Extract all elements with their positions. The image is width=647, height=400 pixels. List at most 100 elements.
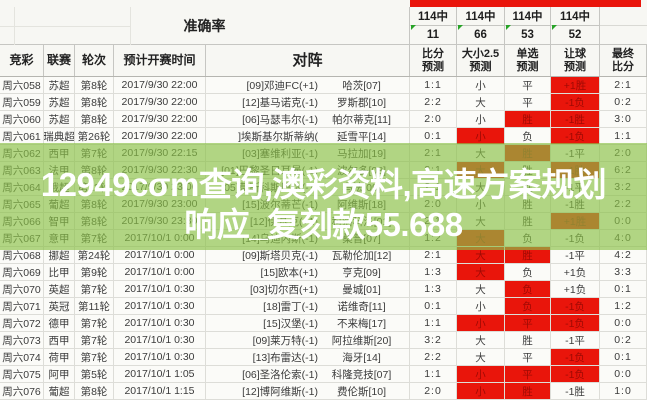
cell-score-pred[interactable]: 1:1 xyxy=(410,315,457,331)
cell-round[interactable]: 第8轮 xyxy=(75,77,114,93)
col-header-final-score[interactable]: 最终 比分 xyxy=(600,45,647,76)
cell-matchup[interactable]: [03]切尔西(+1) 曼城[01] xyxy=(206,281,410,297)
cell-time[interactable]: 2017/10/1 1:15 xyxy=(114,383,206,399)
cell-jingcai[interactable]: 周六070 xyxy=(0,281,44,297)
cell-score-pred[interactable]: 2:2 xyxy=(410,94,457,110)
cell-time[interactable]: 2017/9/30 22:00 xyxy=(114,111,206,127)
cell-jingcai[interactable]: 周六068 xyxy=(0,247,44,263)
cell-round[interactable]: 第9轮 xyxy=(75,264,114,280)
cell-size-pred[interactable]: 小 xyxy=(457,128,505,144)
cell-round[interactable]: 第26轮 xyxy=(75,128,114,144)
accuracy-stat-3[interactable]: 114中 53 xyxy=(505,7,551,45)
cell-matchup[interactable]: [09]邓迪FC(+1) 哈茨[07] xyxy=(206,77,410,93)
cell-score-pred[interactable]: 2:1 xyxy=(410,247,457,263)
cell-time[interactable]: 2017/10/1 0:30 xyxy=(114,349,206,365)
cell-final-score[interactable]: 1:0 xyxy=(600,383,647,399)
cell-jingcai[interactable]: 周六069 xyxy=(0,264,44,280)
cell-final-score[interactable]: 0:1 xyxy=(600,281,647,297)
cell-matchup[interactable]: [09]莱万特(-1) 阿拉维斯[20] xyxy=(206,332,410,348)
cell-league[interactable]: 苏超 xyxy=(44,77,75,93)
cell-handicap-pred[interactable]: -1负 xyxy=(551,94,600,110)
cell-time[interactable]: 2017/9/30 22:00 xyxy=(114,77,206,93)
cell-time[interactable]: 2017/10/1 0:00 xyxy=(114,264,206,280)
cell-time[interactable]: 2017/10/1 0:00 xyxy=(114,247,206,263)
cell-jingcai[interactable]: 周六059 xyxy=(0,94,44,110)
accuracy-stat-2[interactable]: 114中 66 xyxy=(457,7,505,45)
cell-league[interactable]: 英超 xyxy=(44,281,75,297)
cell-final-score[interactable]: 1:2 xyxy=(600,298,647,314)
col-header-pick-pred[interactable]: 单选 预测 xyxy=(505,45,551,76)
cell-size-pred[interactable]: 小 xyxy=(457,315,505,331)
cell-jingcai[interactable]: 周六072 xyxy=(0,315,44,331)
cell-handicap-pred[interactable]: -1负 xyxy=(551,315,600,331)
cell-handicap-pred[interactable]: -1胜 xyxy=(551,383,600,399)
cell-jingcai[interactable]: 周六060 xyxy=(0,111,44,127)
cell-score-pred[interactable]: 1:3 xyxy=(410,264,457,280)
col-header-match[interactable]: 对阵 xyxy=(206,45,410,76)
cell-jingcai[interactable]: 周六058 xyxy=(0,77,44,93)
cell-final-score[interactable]: 0:0 xyxy=(600,315,647,331)
cell-final-score[interactable]: 3:0 xyxy=(600,111,647,127)
cell-jingcai[interactable]: 周六061 xyxy=(0,128,44,144)
cell-round[interactable]: 第7轮 xyxy=(75,281,114,297)
accuracy-stat-1[interactable]: 114中 11 xyxy=(410,7,457,45)
cell-score-pred[interactable]: 1:1 xyxy=(410,366,457,382)
cell-league[interactable]: 瑞典超 xyxy=(44,128,75,144)
cell-size-pred[interactable]: 大 xyxy=(457,247,505,263)
cell-league[interactable]: 德甲 xyxy=(44,315,75,331)
col-header-handicap-pred[interactable]: 让球 预测 xyxy=(551,45,600,76)
cell-jingcai[interactable]: 周六075 xyxy=(0,366,44,382)
cell-pick-pred[interactable]: 平 xyxy=(505,94,551,110)
cell-pick-pred[interactable]: 胜 xyxy=(505,247,551,263)
cell-handicap-pred[interactable]: +1负 xyxy=(551,281,600,297)
cell-final-score[interactable]: 3:3 xyxy=(600,264,647,280)
cell-final-score[interactable]: 0:0 xyxy=(600,366,647,382)
cell-size-pred[interactable]: 大 xyxy=(457,349,505,365)
cell-round[interactable]: 第7轮 xyxy=(75,315,114,331)
cell-matchup[interactable]: [12]博阿维斯(-1) 费伦斯[10] xyxy=(206,383,410,399)
cell-size-pred[interactable]: 小 xyxy=(457,77,505,93)
cell-league[interactable]: 比甲 xyxy=(44,264,75,280)
cell-size-pred[interactable]: 大 xyxy=(457,94,505,110)
cell-round[interactable]: 第8轮 xyxy=(75,111,114,127)
cell-pick-pred[interactable]: 负 xyxy=(505,128,551,144)
cell-league[interactable]: 荷甲 xyxy=(44,349,75,365)
cell-league[interactable]: 阿甲 xyxy=(44,366,75,382)
cell-score-pred[interactable]: 2:0 xyxy=(410,111,457,127)
cell-pick-pred[interactable]: 平 xyxy=(505,349,551,365)
accuracy-stat-4[interactable]: 114中 52 xyxy=(551,7,600,45)
col-header-time[interactable]: 预计开赛时间 xyxy=(114,45,206,76)
cell-handicap-pred[interactable]: -1平 xyxy=(551,247,600,263)
cell-jingcai[interactable]: 周六076 xyxy=(0,383,44,399)
cell-round[interactable]: 第8轮 xyxy=(75,94,114,110)
col-header-league[interactable]: 联赛 xyxy=(44,45,75,76)
cell-time[interactable]: 2017/9/30 22:00 xyxy=(114,128,206,144)
cell-handicap-pred[interactable]: -1平 xyxy=(551,332,600,348)
cell-league[interactable]: 西甲 xyxy=(44,332,75,348)
cell-size-pred[interactable]: 小 xyxy=(457,298,505,314)
col-header-jingcai[interactable]: 竞彩 xyxy=(0,45,44,76)
cell-size-pred[interactable]: 大 xyxy=(457,281,505,297)
cell-pick-pred[interactable]: 胜 xyxy=(505,332,551,348)
cell-matchup[interactable]: [06]马瑟韦尔(-1) 帕尔蒂克[11] xyxy=(206,111,410,127)
cell-matchup[interactable]: [09]斯塔贝克(-1) 瓦勒伦加[12] xyxy=(206,247,410,263)
cell-round[interactable]: 第5轮 xyxy=(75,366,114,382)
cell-final-score[interactable]: 0:1 xyxy=(600,349,647,365)
cell-jingcai[interactable]: 周六074 xyxy=(0,349,44,365)
cell-time[interactable]: 2017/10/1 0:30 xyxy=(114,315,206,331)
cell-score-pred[interactable]: 0:1 xyxy=(410,128,457,144)
cell-handicap-pred[interactable]: +1负 xyxy=(551,264,600,280)
cell-matchup[interactable]: [06]圣洛伦索(-1) 科隆竞技[07] xyxy=(206,366,410,382)
cell-score-pred[interactable]: 0:1 xyxy=(410,298,457,314)
cell-round[interactable]: 第8轮 xyxy=(75,383,114,399)
cell-pick-pred[interactable]: 平 xyxy=(505,77,551,93)
cell-matchup[interactable]: [15]汉堡(-1) 不来梅[17] xyxy=(206,315,410,331)
cell-round[interactable]: 第7轮 xyxy=(75,349,114,365)
cell-jingcai[interactable]: 周六073 xyxy=(0,332,44,348)
cell-final-score[interactable]: 0:2 xyxy=(600,94,647,110)
cell-matchup[interactable]: ]埃斯基尔斯蒂纳(延雪平[14] xyxy=(206,128,410,144)
cell-score-pred[interactable]: 2:0 xyxy=(410,383,457,399)
cell-league[interactable]: 葡超 xyxy=(44,383,75,399)
cell-handicap-pred[interactable]: -1负 xyxy=(551,366,600,382)
cell-league[interactable]: 苏超 xyxy=(44,94,75,110)
